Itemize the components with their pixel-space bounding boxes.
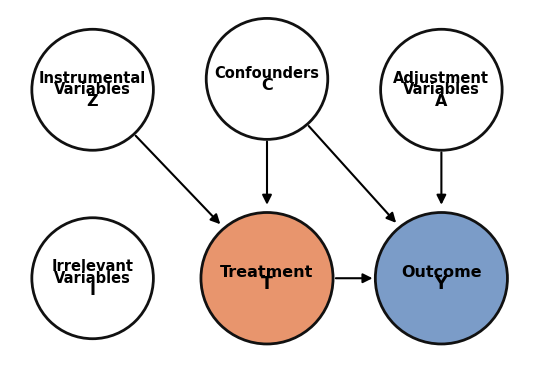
Ellipse shape	[32, 29, 153, 150]
Text: $\mathbf{T}$: $\mathbf{T}$	[260, 275, 274, 293]
Text: Variables: Variables	[54, 271, 131, 286]
Text: Confounders: Confounders	[215, 66, 319, 81]
Text: Irrelevant: Irrelevant	[52, 259, 134, 274]
Text: Variables: Variables	[54, 82, 131, 97]
Text: Adjustment: Adjustment	[394, 71, 489, 86]
Text: $\mathbf{Z}$: $\mathbf{Z}$	[86, 93, 99, 109]
Text: Outcome: Outcome	[401, 265, 482, 280]
Text: $\mathbf{A}$: $\mathbf{A}$	[434, 93, 449, 109]
Text: $\mathbf{Y}$: $\mathbf{Y}$	[434, 275, 449, 293]
Ellipse shape	[375, 212, 507, 344]
Text: Variables: Variables	[403, 82, 480, 97]
Text: $\mathbf{C}$: $\mathbf{C}$	[261, 77, 273, 93]
Ellipse shape	[381, 29, 502, 150]
Text: Instrumental: Instrumental	[39, 71, 146, 86]
Text: Treatment: Treatment	[221, 265, 313, 280]
Ellipse shape	[201, 212, 333, 344]
Ellipse shape	[32, 218, 153, 339]
Ellipse shape	[206, 18, 328, 139]
Text: $\mathbf{I}$: $\mathbf{I}$	[89, 282, 96, 298]
